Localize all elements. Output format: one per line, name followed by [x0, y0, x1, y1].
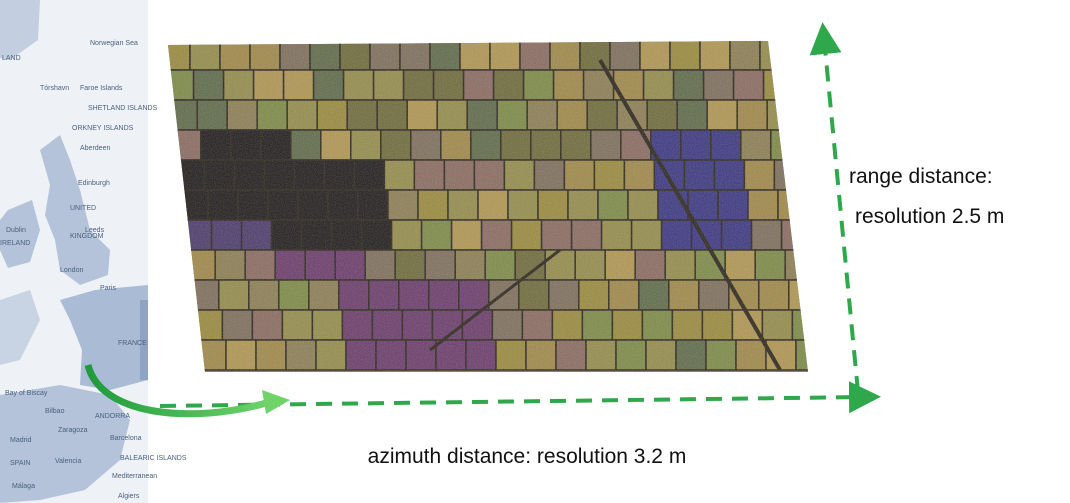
field [804, 160, 834, 190]
map-label: IRELAND [0, 240, 30, 247]
map-label: Tórshavn [40, 85, 69, 92]
map-label: Leeds [85, 227, 105, 234]
sar-image [160, 38, 856, 378]
map-label: Valencia [55, 458, 81, 465]
field [822, 310, 852, 340]
field [790, 40, 820, 70]
map-label: Aberdeen [80, 145, 110, 152]
map-label: Paris [100, 285, 116, 292]
map-label: SPAIN [10, 460, 31, 467]
map-label: UNITED [70, 205, 96, 212]
map-label: BALEARIC ISLANDS [120, 455, 187, 462]
speckle [160, 38, 820, 378]
map-label: Mediterranean [112, 473, 157, 480]
map-label: London [60, 267, 83, 274]
location-arrow-head [262, 390, 290, 414]
field [797, 100, 827, 130]
map-label: KINGDOM [70, 233, 104, 240]
map-label: Norwegian Sea [90, 40, 138, 47]
map-label: FRANCE [118, 340, 147, 347]
map-label: Bilbao [45, 408, 65, 415]
map-label: Barcelona [110, 435, 142, 442]
field [815, 250, 845, 280]
map-label: Madrid [10, 437, 32, 444]
field [819, 280, 849, 310]
range-label: range distance: [849, 165, 993, 188]
field [801, 130, 831, 160]
map: Norwegian Sea LAND Tórshavn Faroe Islands SH… [0, 0, 187, 503]
map-label: ANDORRA [95, 413, 130, 420]
range-arrow [824, 38, 858, 392]
map-label: Edinburgh [78, 180, 110, 187]
field [808, 190, 838, 220]
field [826, 340, 856, 370]
field [812, 220, 842, 250]
map-label: Zaragoza [58, 427, 88, 434]
map-label: Dublin [6, 227, 26, 234]
map-label: Faroe Islands [80, 85, 123, 92]
field [794, 70, 824, 100]
map-label: Málaga [12, 483, 35, 490]
map-label: Algiers [118, 493, 140, 500]
map-label: LAND [2, 55, 21, 62]
azimuth-label: azimuth distance: resolution 3.2 m [368, 445, 687, 468]
map-label: SHETLAND ISLANDS [88, 105, 158, 112]
map-label: ORKNEY ISLANDS [72, 125, 134, 132]
map-label: Bay of Biscay [5, 390, 48, 397]
figure: Norwegian Sea LAND Tórshavn Faroe Islands SH… [0, 0, 1070, 503]
range-label: resolution 2.5 m [855, 205, 1004, 228]
